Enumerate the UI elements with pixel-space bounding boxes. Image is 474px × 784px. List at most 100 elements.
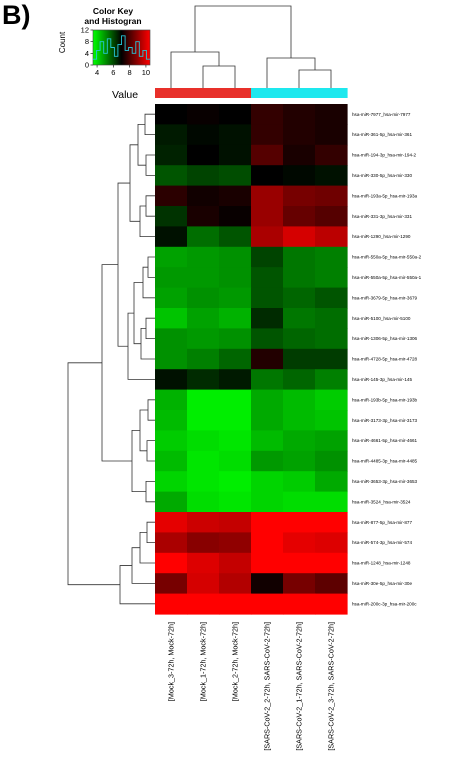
heatmap-cell <box>283 246 316 268</box>
heatmap-cell <box>315 512 348 533</box>
row-dendrogram-branch <box>142 266 155 299</box>
column-labels: [Mock_3-72h, Mock-72h] [Mock_1-72h, Mock-… <box>167 622 336 751</box>
heatmap-cell <box>283 512 316 533</box>
heatmap-cell <box>251 430 284 452</box>
row-label: hsa-miR-30e-5p_hsa-mir-30e <box>352 581 412 586</box>
heatmap-cell <box>219 512 252 533</box>
heatmap-cell <box>155 165 188 187</box>
heatmap-cell <box>315 206 348 227</box>
heatmap-cell <box>315 287 348 309</box>
heatmap-cell <box>187 267 220 289</box>
heatmap-cell <box>251 267 284 289</box>
heatmap-cell <box>283 552 316 574</box>
column-dendrogram-branch <box>170 51 220 88</box>
heatmap-cell <box>251 308 284 329</box>
row-dendrogram-branch <box>139 205 155 238</box>
heatmap-cell <box>219 573 252 595</box>
heatmap-cell <box>155 532 188 554</box>
heatmap-cell <box>155 124 188 146</box>
heatmap-cell <box>251 552 284 574</box>
heatmap-cell <box>283 287 316 309</box>
row-label: hsa-miR-574-3p_hsa-mir-574 <box>352 540 412 545</box>
row-dendrogram-branch <box>139 532 155 564</box>
heatmap-cell <box>155 389 188 411</box>
row-label: hsa-miR-877-5p_hsa-mir-877 <box>352 520 412 525</box>
heatmap-cell <box>251 369 284 391</box>
heatmap-cell <box>283 410 316 431</box>
heatmap-cell <box>251 144 284 166</box>
heatmap-cell <box>315 450 348 472</box>
row-dendrogram-branch <box>145 195 155 217</box>
heatmap-cell <box>155 104 188 125</box>
row-label: hsa-miR-550a-5p_hsa-mir-550a-1 <box>352 275 422 280</box>
column-label: [Mock_3-72h, Mock-72h] <box>167 622 176 701</box>
heatmap-cell <box>315 328 348 350</box>
row-dendrogram-branch <box>144 113 155 136</box>
heatmap-cell <box>155 512 188 533</box>
heatmap-cell <box>219 124 252 146</box>
heatmap-cell <box>283 104 316 125</box>
heatmap-cell <box>251 491 284 513</box>
column-label: [Mock_2-72h, Mock-72h] <box>231 622 240 701</box>
heatmap-cell <box>315 185 348 207</box>
row-dendrogram-branch <box>129 144 140 222</box>
heatmap-cell <box>283 267 316 289</box>
heatmap-cell <box>283 369 316 391</box>
row-dendrogram-branch <box>146 440 155 462</box>
heatmap-cell <box>283 491 316 513</box>
heatmap-cell <box>155 308 188 329</box>
row-dendrogram-branch <box>101 264 132 462</box>
heatmap-cell <box>155 552 188 574</box>
row-dendrogram-root <box>67 362 120 586</box>
heatmap-cell <box>315 246 348 268</box>
row-dendrogram-branch <box>145 480 155 503</box>
heatmap-cell <box>155 267 188 289</box>
row-label: hsa-miR-4661-5p_hsa-mir-4661 <box>352 438 418 443</box>
color-key-xtick-label: 6 <box>111 68 115 77</box>
row-labels: hsa-miR-7977_hsa-mir-7977 hsa-miR-361-5p_… <box>352 112 422 607</box>
heatmap-cell <box>315 410 348 431</box>
heatmap-cell <box>155 430 188 452</box>
heatmap-cell <box>219 185 252 207</box>
row-label: hsa-miR-200c-3p_hsa-mir-200c <box>352 601 417 606</box>
row-dendrogram-branch <box>131 547 155 584</box>
heatmap-cell <box>251 206 284 227</box>
heatmap-cell <box>155 471 188 493</box>
row-dendrogram-branch <box>145 154 155 176</box>
row-dendrogram-branch <box>145 317 155 340</box>
row-dendrogram-branch <box>127 312 155 380</box>
column-label: [SARS-CoV-2_2-72h, SARS-CoV-2-72h] <box>263 622 272 751</box>
heatmap-cell <box>251 328 284 350</box>
color-key-gradient <box>92 29 151 66</box>
heatmap-cell <box>283 471 316 493</box>
column-dendrogram-branch <box>266 57 316 88</box>
heatmap-cell <box>155 144 188 166</box>
heatmap-cell <box>187 430 220 452</box>
group-bar-segment <box>187 88 220 98</box>
heatmap-cell <box>315 308 348 329</box>
heatmap-cell <box>315 226 348 248</box>
heatmap-cell <box>251 512 284 533</box>
heatmap-cell <box>315 124 348 146</box>
heatmap-cell <box>219 410 252 431</box>
heatmap-cell <box>187 450 220 472</box>
heatmap-cell <box>187 308 220 329</box>
heatmap-cell <box>219 430 252 452</box>
heatmap-cell <box>187 185 220 207</box>
row-label: hsa-miR-361-5p_hsa-mir-361 <box>352 132 412 137</box>
heatmap-cell <box>315 144 348 166</box>
heatmap-cell <box>251 573 284 595</box>
heatmap-cell <box>219 287 252 309</box>
heatmap-cell <box>187 206 220 227</box>
heatmap-cell <box>219 206 252 227</box>
row-label: hsa-miR-550a-5p_hsa-mir-550a-2 <box>352 255 422 260</box>
heatmap-cell <box>219 593 252 615</box>
heatmap-cell <box>315 267 348 289</box>
row-label: hsa-miR-331-3p_hsa-mir-331 <box>352 214 412 219</box>
heatmap-cell <box>187 410 220 431</box>
heatmap-cell <box>283 593 316 615</box>
group-bar-segment <box>219 88 252 98</box>
column-group-bar <box>155 88 348 98</box>
heatmap-cell <box>219 144 252 166</box>
heatmap-cell <box>155 573 188 595</box>
